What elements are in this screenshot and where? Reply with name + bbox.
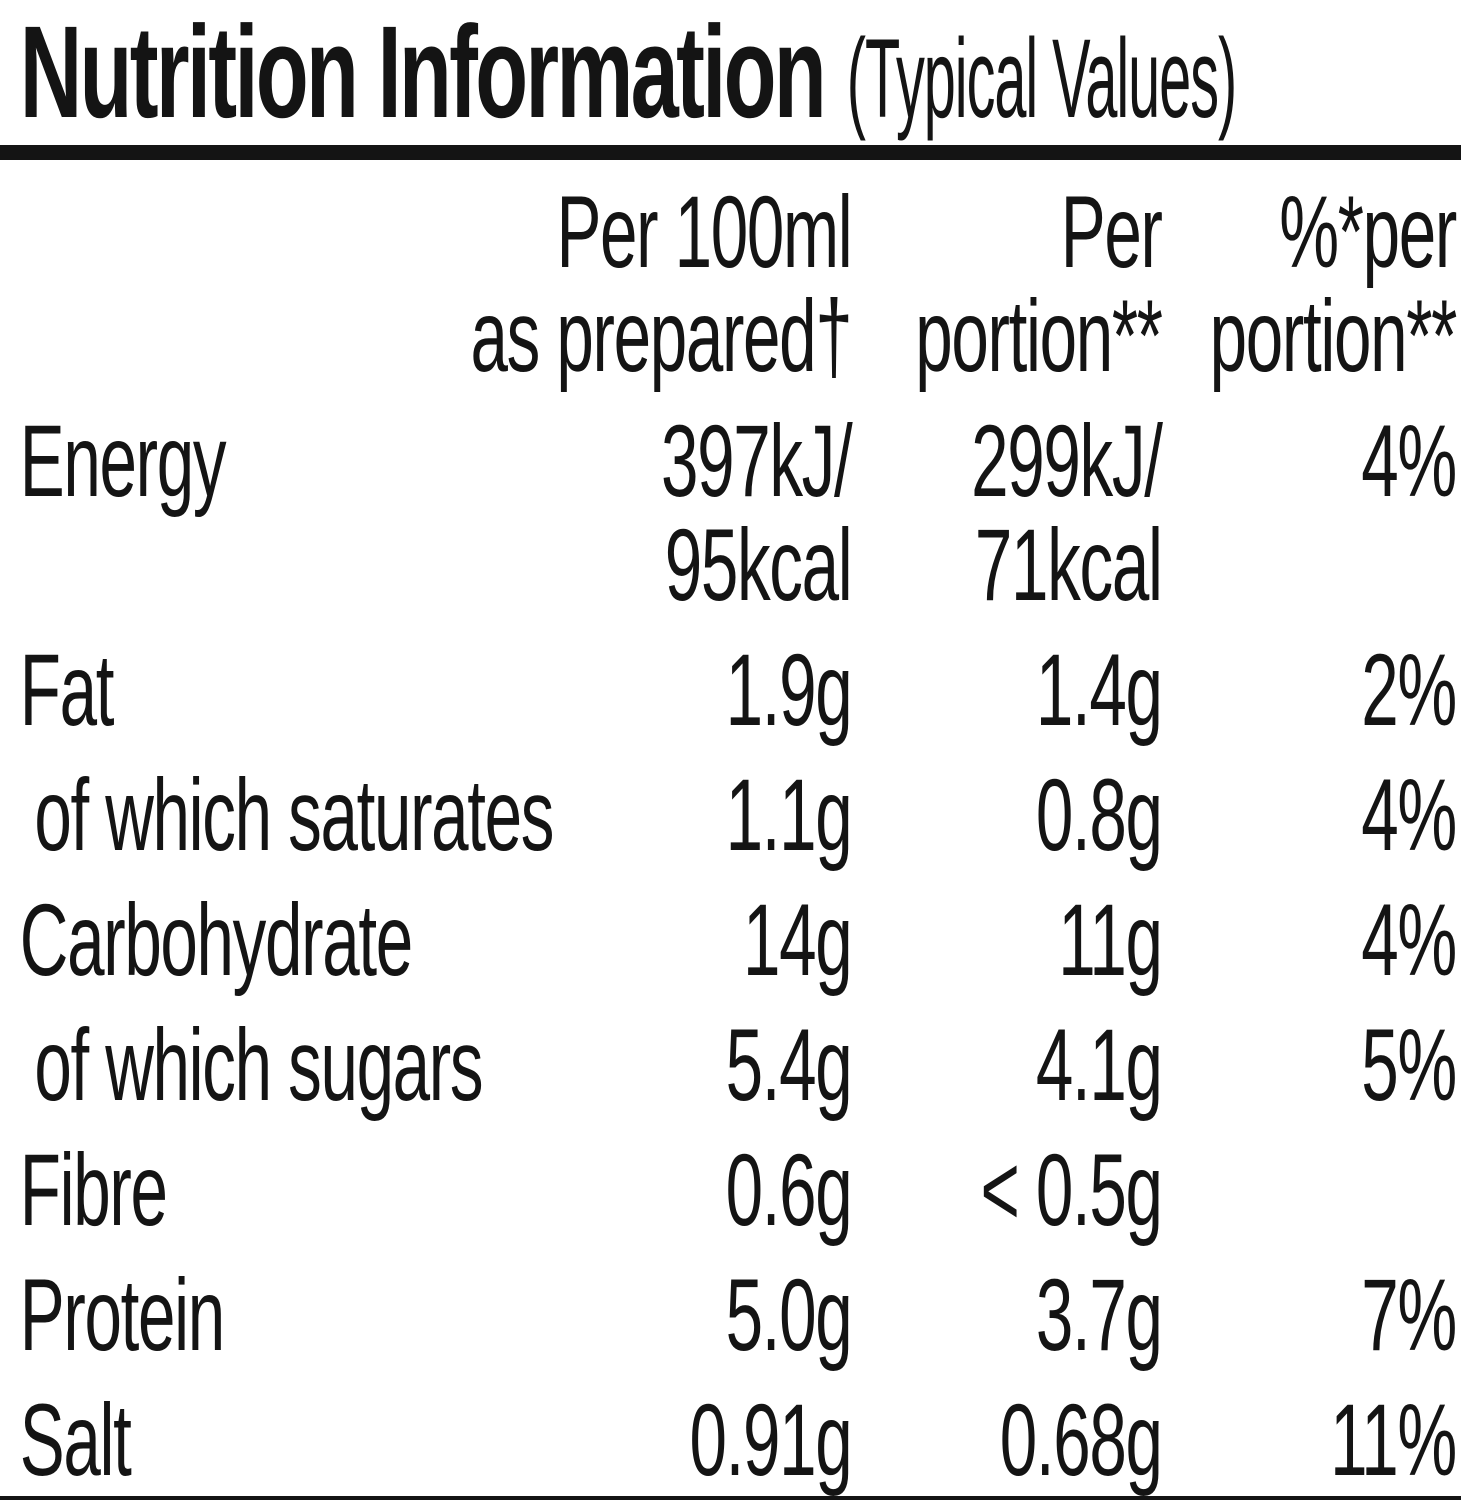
value-per-100ml: 14g: [743, 883, 853, 997]
header-percent-per-portion: %*per portion**: [1162, 175, 1458, 393]
value-per-100ml: 0.6g: [725, 1133, 853, 1247]
value-per-portion: 3.7g: [1035, 1258, 1163, 1372]
value-percent: [1162, 1138, 1456, 1242]
value-per-portion: 11g: [1058, 883, 1163, 997]
value-per-100ml: 397kJ/ 95kcal: [660, 404, 853, 622]
value-percent: 2%: [1361, 633, 1457, 747]
value-per-portion: 0.8g: [1035, 758, 1163, 872]
value-per-100ml: 0.91g: [689, 1383, 853, 1497]
nutrient-name: of which saturates: [34, 758, 554, 872]
value-per-portion: 299kJ/ 71kcal: [971, 404, 1163, 622]
label-title: Nutrition Information (Typical Values): [20, 4, 1456, 142]
nutrient-name: Carbohydrate: [19, 883, 413, 997]
title-text: Nutrition Information: [19, 0, 827, 145]
value-per-100ml: 5.0g: [725, 1258, 853, 1372]
nutrient-name: Protein: [19, 1258, 225, 1372]
header-line: Per 100ml: [556, 175, 852, 289]
value-percent: 4%: [1361, 883, 1457, 997]
value-per-100ml: 5.4g: [725, 1008, 853, 1122]
nutrient-name: Salt: [19, 1383, 132, 1497]
value-percent: 11%: [1330, 1383, 1457, 1497]
top-divider: [0, 145, 1461, 160]
value-per-100ml: 1.1g: [725, 758, 853, 872]
header-line: Per: [1060, 175, 1163, 289]
header-per-portion: Per portion**: [851, 175, 1163, 393]
value-per-portion: < 0.5g: [980, 1133, 1162, 1247]
nutrient-name: Energy: [19, 404, 227, 518]
title-qualifier: (Typical Values): [846, 16, 1236, 141]
nutrition-table: Per 100ml as prepared† Per portion** %*p…: [19, 175, 1458, 1497]
header-per-100ml: Per 100ml as prepared†: [471, 180, 853, 388]
value-percent: 5%: [1361, 1008, 1457, 1122]
value-per-portion: 0.68g: [999, 1383, 1163, 1497]
header-line: %*per: [1279, 175, 1457, 289]
nutrient-name: Fibre: [19, 1133, 168, 1247]
value-per-portion: 4.1g: [1035, 1008, 1163, 1122]
nutrient-name: Fat: [19, 633, 115, 747]
value-percent: 4%: [1361, 404, 1457, 518]
value-per-100ml: 1.9g: [725, 633, 853, 747]
nutrient-name: of which sugars: [34, 1008, 483, 1122]
value-percent: 7%: [1361, 1258, 1457, 1372]
bottom-divider: [0, 1496, 1461, 1500]
header-line: portion**: [1209, 279, 1458, 393]
value-per-portion: 1.4g: [1035, 633, 1163, 747]
value-percent: 4%: [1361, 758, 1457, 872]
header-line: portion**: [915, 279, 1163, 393]
header-line: as prepared†: [470, 279, 853, 393]
